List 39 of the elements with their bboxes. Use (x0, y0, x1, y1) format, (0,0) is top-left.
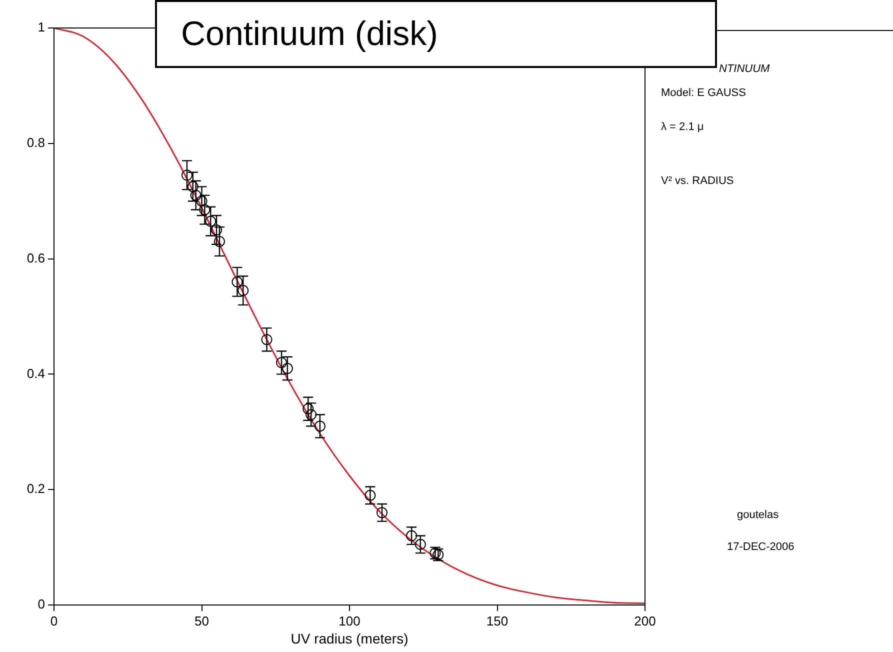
point (376, 507, 388, 518)
text: V² vs. RADIUS (661, 175, 734, 187)
point (406, 530, 418, 542)
point (261, 334, 272, 346)
x-tick-label: 150 (486, 613, 508, 628)
x-tick-label: 100 (338, 613, 360, 628)
x-axis-title: UV radius (meters) (290, 630, 408, 646)
point (364, 490, 376, 501)
point (190, 190, 202, 201)
y-tick-label: 1 (38, 20, 45, 35)
point (414, 538, 426, 550)
y-tick-label: 0.6 (26, 250, 45, 266)
text: NTINUUM (719, 63, 770, 75)
y-tick-label: 0.2 (26, 481, 45, 496)
point (282, 362, 293, 374)
point (314, 420, 326, 432)
point (199, 204, 210, 216)
point (205, 216, 216, 227)
point (196, 196, 208, 207)
x-tick-label: 50 (194, 613, 209, 628)
text: Model: E GAUSS (661, 87, 746, 99)
point (306, 409, 317, 420)
text: 17-DEC-2006 (727, 541, 794, 553)
y-tick-label: 0.8 (26, 134, 45, 150)
x-tick-label: 0 (50, 613, 58, 628)
point (214, 236, 225, 247)
y-tick-label: 0.4 (26, 366, 45, 381)
point (187, 181, 198, 192)
text: λ = 2.1 μ (661, 121, 704, 133)
point (276, 357, 288, 368)
text: goutelas (737, 509, 779, 521)
x-tick-label: 200 (634, 613, 656, 628)
y-tick-label: 0 (38, 596, 45, 612)
point (238, 285, 249, 296)
point (302, 403, 314, 414)
point (232, 276, 243, 288)
point (432, 548, 444, 562)
point (181, 170, 192, 181)
point (211, 224, 222, 236)
